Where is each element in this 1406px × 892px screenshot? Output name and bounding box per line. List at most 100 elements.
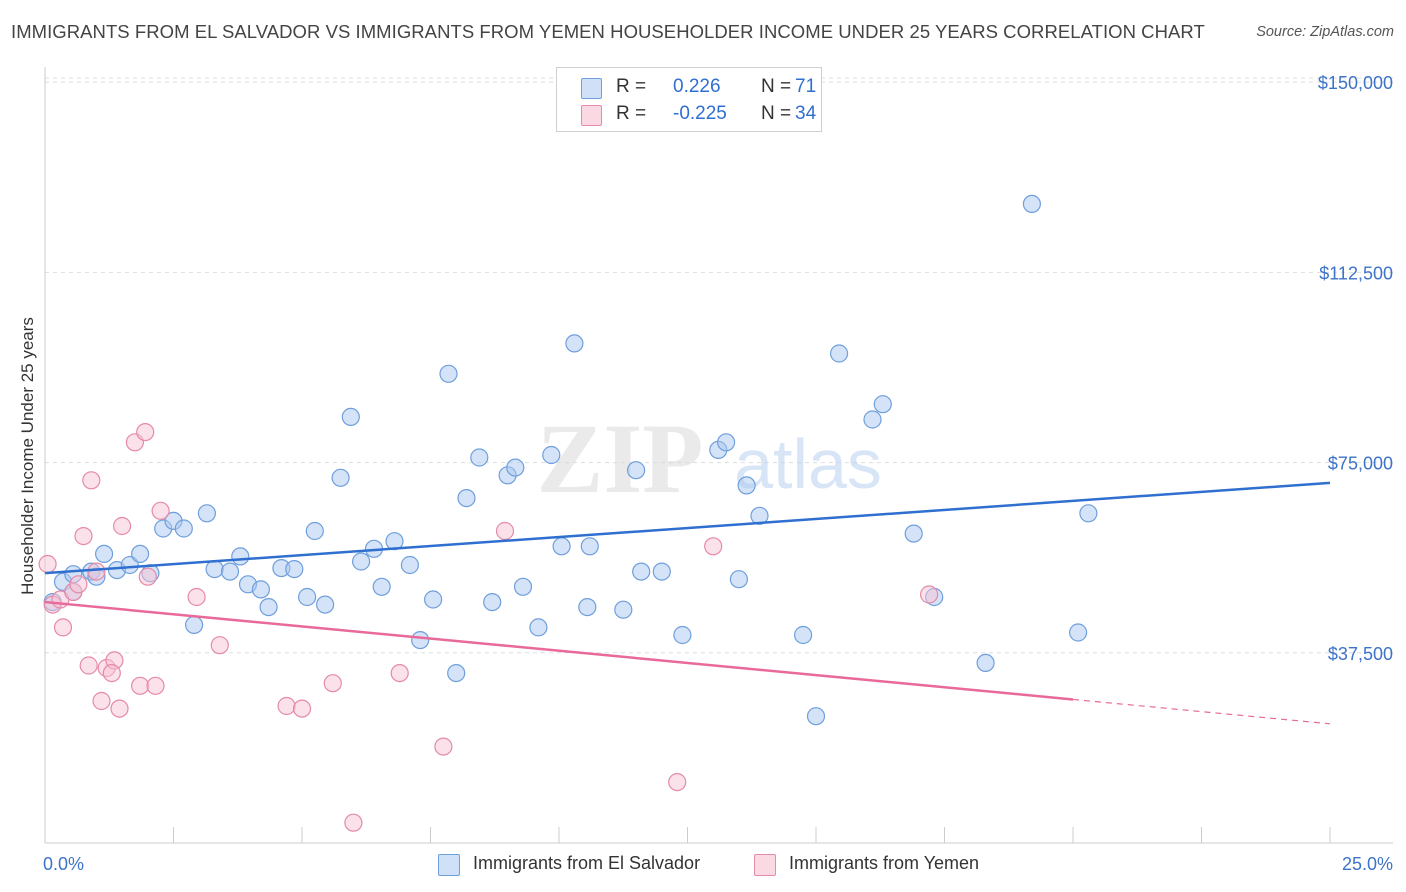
point-el-salvador	[976, 653, 995, 673]
point-el-salvador	[411, 630, 430, 650]
point-yemen	[112, 516, 132, 536]
point-yemen	[344, 813, 363, 832]
legend-r-value: 0.226	[673, 76, 721, 97]
point-el-salvador	[197, 504, 216, 523]
point-el-salvador	[632, 562, 651, 581]
legend-r-label: R =	[616, 76, 647, 97]
point-el-salvador	[829, 344, 849, 363]
source-credit: Source: ZipAtlas.com	[1256, 24, 1394, 40]
point-el-salvador	[372, 577, 391, 596]
series-label-el-salvador: Immigrants from El Salvador	[473, 853, 701, 873]
data-points	[38, 194, 1098, 832]
point-yemen	[668, 772, 687, 792]
x-tick-label: 25.0%	[1342, 854, 1393, 874]
point-yemen	[277, 696, 296, 716]
legend-n-label: N =	[761, 103, 792, 124]
series-legend: Immigrants from El Salvador Immigrants f…	[0, 852, 1406, 878]
tick-labels: $37,500 $75,000 $112,500 $150,000 0.0% 25.0%	[43, 73, 1393, 874]
point-el-salvador	[673, 625, 692, 645]
point-el-salvador	[174, 519, 193, 538]
point-yemen	[92, 691, 111, 711]
point-el-salvador	[259, 597, 278, 617]
series-swatch-yemen	[754, 854, 776, 876]
point-el-salvador	[220, 562, 240, 581]
point-el-salvador	[470, 448, 489, 467]
point-el-salvador	[439, 364, 458, 383]
series-label-yemen: Immigrants from Yemen	[789, 853, 980, 873]
point-el-salvador	[578, 597, 597, 617]
point-yemen	[146, 676, 165, 695]
legend-n-label: N =	[761, 76, 792, 97]
point-el-salvador	[400, 555, 419, 575]
point-el-salvador	[185, 615, 204, 635]
point-yemen	[110, 699, 129, 718]
point-el-salvador	[565, 334, 584, 353]
y-tick-label: $75,000	[1328, 454, 1393, 474]
legend-n-value: 71	[795, 76, 817, 97]
chart-title: IMMIGRANTS FROM EL SALVADOR VS IMMIGRANT…	[11, 21, 1205, 42]
point-yemen	[79, 656, 98, 675]
point-el-salvador	[793, 625, 813, 645]
point-el-salvador	[529, 618, 548, 637]
point-el-salvador	[873, 395, 892, 414]
point-yemen	[434, 737, 453, 756]
y-tick-label: $112,500	[1319, 263, 1393, 283]
watermark: ZIP atlas	[537, 403, 882, 514]
axes	[44, 67, 1393, 844]
trend-line-yemen-extension	[1072, 698, 1331, 725]
point-el-salvador	[513, 577, 533, 596]
point-yemen	[74, 526, 93, 546]
x-tick-label: 0.0%	[43, 854, 84, 874]
point-el-salvador	[806, 707, 826, 726]
point-el-salvador	[285, 559, 304, 579]
point-el-salvador	[131, 544, 150, 564]
point-el-salvador	[352, 552, 371, 571]
point-el-salvador	[120, 555, 139, 575]
point-el-salvador	[447, 663, 466, 683]
correlation-legend: R = 0.226 N = 71 R = -0.225 N = 34	[556, 67, 822, 132]
legend-r-label: R =	[616, 103, 647, 124]
point-yemen	[390, 663, 409, 683]
point-el-salvador	[750, 506, 769, 525]
point-el-salvador	[316, 595, 335, 614]
point-yemen	[82, 471, 101, 490]
point-yemen	[87, 562, 106, 581]
point-el-salvador	[305, 521, 324, 541]
point-el-salvador	[626, 461, 646, 480]
point-yemen	[131, 676, 150, 695]
gridlines	[45, 77, 1393, 654]
point-el-salvador	[298, 587, 317, 607]
legend-swatch-yemen	[581, 105, 602, 126]
trend-lines	[44, 481, 1331, 725]
point-el-salvador	[506, 458, 525, 477]
point-yemen	[292, 699, 312, 718]
point-yemen	[69, 575, 88, 594]
point-el-salvador	[424, 590, 443, 609]
legend-swatch-el-salvador	[581, 78, 602, 99]
point-el-salvador	[251, 580, 270, 599]
legend-r-value: -0.225	[673, 103, 727, 124]
point-yemen	[38, 554, 57, 574]
point-el-salvador	[205, 559, 224, 579]
y-tick-label: $150,000	[1318, 73, 1393, 93]
series-swatch-el-salvador	[438, 854, 460, 876]
point-yemen	[102, 663, 121, 683]
point-el-salvador	[1079, 504, 1098, 523]
point-el-salvador	[1068, 623, 1088, 642]
point-el-salvador	[729, 570, 749, 589]
point-el-salvador	[457, 489, 476, 508]
y-tick-label: $37,500	[1328, 644, 1393, 664]
point-el-salvador	[483, 592, 502, 612]
point-yemen	[323, 674, 342, 693]
point-yemen	[210, 636, 229, 655]
point-el-salvador	[716, 433, 736, 452]
trend-line-yemen	[44, 600, 1074, 701]
point-yemen	[136, 423, 155, 442]
point-yemen	[187, 587, 206, 607]
point-el-salvador	[737, 476, 756, 495]
point-yemen	[138, 567, 157, 586]
point-el-salvador	[580, 537, 599, 556]
point-el-salvador	[614, 600, 633, 619]
watermark-zip: ZIP	[537, 403, 704, 514]
